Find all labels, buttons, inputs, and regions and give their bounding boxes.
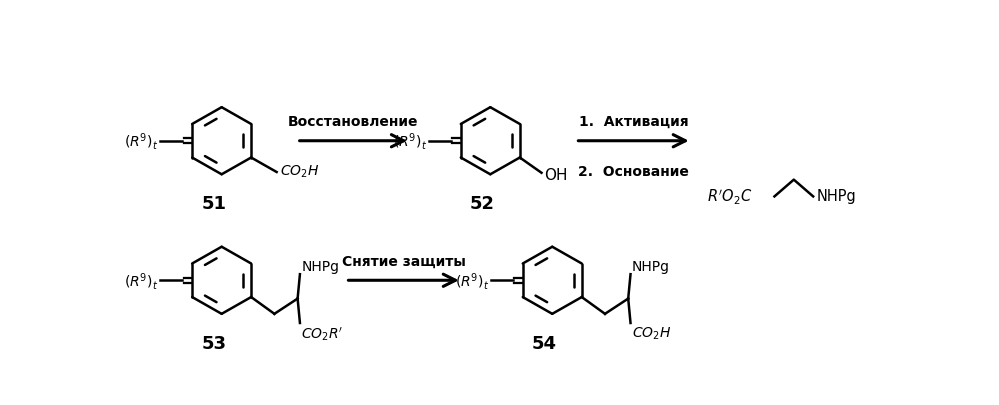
Text: 2.  Основание: 2. Основание	[578, 164, 689, 178]
Text: OH: OH	[544, 167, 568, 182]
Text: $R'O_2C$: $R'O_2C$	[707, 187, 752, 207]
Text: $(R^9)_t$: $(R^9)_t$	[455, 270, 489, 291]
Text: $(R^9)_t$: $(R^9)_t$	[393, 131, 427, 152]
Text: NHPg: NHPg	[816, 189, 856, 204]
Text: Снятие защиты: Снятие защиты	[342, 254, 466, 268]
Text: $(R^9)_t$: $(R^9)_t$	[124, 131, 158, 152]
Text: $CO_2H$: $CO_2H$	[280, 164, 319, 180]
Text: $(R^9)_t$: $(R^9)_t$	[124, 270, 158, 291]
Text: 54: 54	[532, 334, 557, 352]
Text: $CO_2H$: $CO_2H$	[632, 325, 671, 341]
Text: NHPg: NHPg	[632, 259, 670, 273]
Text: NHPg: NHPg	[302, 259, 340, 273]
Text: Восстановление: Восстановление	[288, 115, 419, 128]
Text: 1.  Активация: 1. Активация	[578, 115, 688, 128]
Text: $CO_2R'$: $CO_2R'$	[302, 325, 344, 342]
Text: 53: 53	[202, 334, 227, 352]
Text: 51: 51	[202, 195, 227, 213]
Text: 52: 52	[471, 195, 496, 213]
